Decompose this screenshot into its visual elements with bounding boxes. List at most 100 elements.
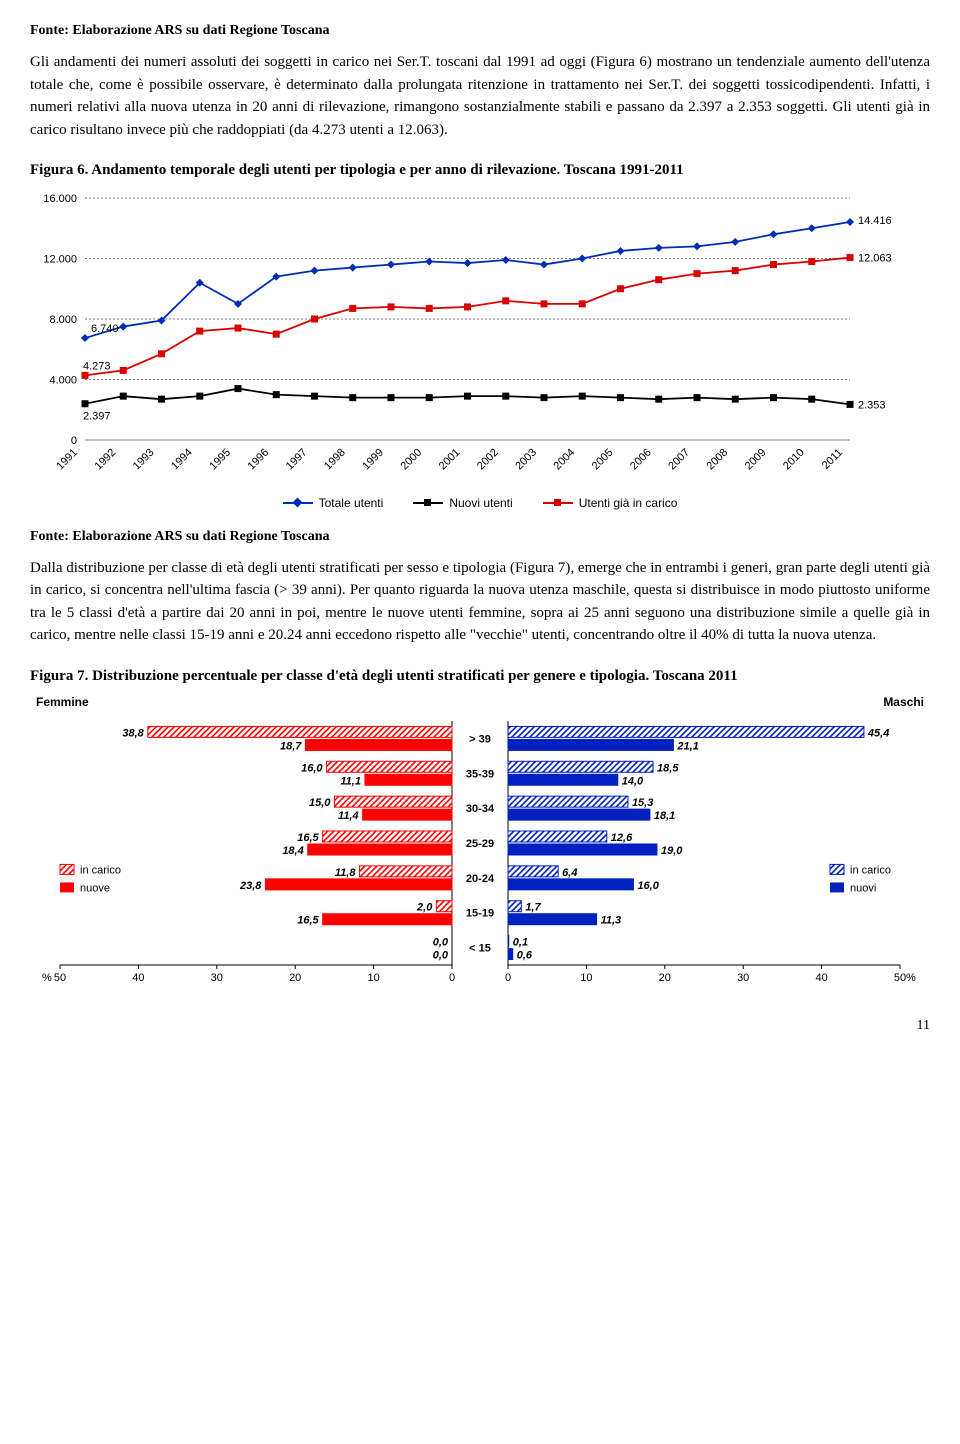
fig7-header-maschi: Maschi	[883, 693, 924, 711]
fig7-header-femmine: Femmine	[36, 693, 89, 711]
svg-text:16,0: 16,0	[301, 762, 323, 774]
svg-text:30: 30	[211, 972, 223, 984]
page-number: 11	[30, 1015, 930, 1036]
svg-text:16,5: 16,5	[297, 915, 319, 927]
svg-text:0: 0	[71, 435, 77, 447]
svg-text:%: %	[42, 972, 52, 984]
svg-text:11,3: 11,3	[601, 915, 622, 927]
svg-text:12.000: 12.000	[43, 253, 77, 265]
svg-text:20: 20	[659, 972, 671, 984]
svg-text:35-39: 35-39	[466, 768, 494, 780]
svg-text:1992: 1992	[93, 446, 119, 472]
svg-text:15-19: 15-19	[466, 908, 494, 920]
svg-text:21,1: 21,1	[676, 740, 698, 752]
svg-text:18,1: 18,1	[654, 810, 675, 822]
svg-text:2,0: 2,0	[416, 902, 433, 914]
svg-text:45,4: 45,4	[867, 727, 889, 739]
svg-text:50: 50	[54, 972, 66, 984]
figure-6-legend: Totale utenti Nuovi utenti Utenti già in…	[30, 494, 930, 512]
svg-text:16,0: 16,0	[637, 880, 659, 892]
svg-text:25-29: 25-29	[466, 838, 494, 850]
svg-text:2010: 2010	[781, 446, 807, 472]
svg-text:11,1: 11,1	[340, 775, 361, 787]
svg-text:40: 40	[815, 972, 827, 984]
svg-text:1999: 1999	[360, 446, 386, 472]
svg-text:20-24: 20-24	[466, 873, 495, 885]
svg-text:1991: 1991	[54, 446, 80, 472]
paragraph-1: Gli andamenti dei numeri assoluti dei so…	[30, 51, 930, 141]
svg-text:0,6: 0,6	[517, 950, 533, 962]
svg-text:30-34: 30-34	[466, 803, 495, 815]
legend-gia: Utenti già in carico	[579, 494, 678, 512]
svg-text:> 39: > 39	[469, 733, 491, 745]
svg-text:23,8: 23,8	[239, 880, 262, 892]
svg-text:4.273: 4.273	[83, 360, 111, 372]
svg-text:50: 50	[894, 972, 906, 984]
svg-text:10: 10	[580, 972, 592, 984]
svg-text:30: 30	[737, 972, 749, 984]
svg-text:8.000: 8.000	[49, 314, 77, 326]
svg-text:11,8: 11,8	[335, 867, 356, 879]
svg-text:2011: 2011	[820, 446, 845, 471]
svg-text:4.000: 4.000	[49, 374, 77, 386]
svg-text:12,6: 12,6	[611, 832, 633, 844]
svg-text:2001: 2001	[437, 446, 463, 472]
svg-text:0,0: 0,0	[433, 937, 449, 949]
svg-text:1996: 1996	[246, 446, 272, 472]
svg-text:20: 20	[289, 972, 301, 984]
svg-text:1995: 1995	[207, 446, 233, 472]
svg-text:2.353: 2.353	[858, 399, 886, 411]
svg-text:0: 0	[505, 972, 511, 984]
svg-text:1997: 1997	[284, 446, 310, 472]
figure-7-title: Figura 7. Distribuzione percentuale per …	[30, 665, 930, 688]
svg-text:38,8: 38,8	[122, 727, 144, 739]
svg-text:6.740: 6.740	[91, 323, 119, 335]
svg-text:18,7: 18,7	[280, 740, 302, 752]
svg-text:15,0: 15,0	[309, 797, 331, 809]
svg-text:18,5: 18,5	[657, 762, 679, 774]
paragraph-2: Dalla distribuzione per classe di età de…	[30, 557, 930, 647]
svg-text:14.416: 14.416	[858, 214, 892, 226]
legend-total: Totale utenti	[319, 494, 384, 512]
svg-text:%: %	[906, 972, 916, 984]
svg-text:1,7: 1,7	[525, 902, 541, 914]
source-line-2: Fonte: Elaborazione ARS su dati Regione …	[30, 526, 930, 547]
source-line-1: Fonte: Elaborazione ARS su dati Regione …	[30, 20, 930, 41]
svg-text:2007: 2007	[666, 446, 692, 472]
svg-text:2003: 2003	[513, 446, 539, 472]
svg-text:in carico: in carico	[850, 864, 891, 876]
svg-text:11,4: 11,4	[338, 810, 359, 822]
figure-7-chart: Femmine Maschi 0 0 10 10 20 20 30 30 40 40 50 50%% >…	[30, 693, 930, 995]
svg-text:6,4: 6,4	[562, 867, 577, 879]
svg-text:15,3: 15,3	[632, 797, 653, 809]
svg-text:2009: 2009	[743, 446, 769, 472]
figure-6-chart: 0 4.000 8.000 12.000 16.000 1991 1992 1993 1994 1…	[30, 188, 930, 512]
figure-6-title: Figura 6. Andamento temporale degli uten…	[30, 159, 930, 182]
svg-text:2004: 2004	[552, 446, 578, 472]
svg-text:2005: 2005	[590, 446, 616, 472]
svg-text:1998: 1998	[322, 446, 348, 472]
svg-text:2006: 2006	[628, 446, 654, 472]
svg-text:2.397: 2.397	[83, 410, 111, 422]
svg-text:16,5: 16,5	[297, 832, 319, 844]
svg-text:0,0: 0,0	[433, 950, 449, 962]
svg-text:19,0: 19,0	[661, 845, 683, 857]
svg-text:1993: 1993	[131, 446, 157, 472]
svg-text:2000: 2000	[399, 446, 425, 472]
svg-text:0: 0	[449, 972, 455, 984]
svg-text:2002: 2002	[475, 446, 501, 472]
svg-text:16.000: 16.000	[43, 193, 77, 205]
svg-text:in carico: in carico	[80, 864, 121, 876]
svg-text:< 15: < 15	[469, 943, 491, 955]
svg-text:12.063: 12.063	[858, 252, 892, 264]
svg-text:nuovi: nuovi	[850, 882, 876, 894]
legend-nuovi: Nuovi utenti	[449, 494, 512, 512]
svg-text:nuove: nuove	[80, 882, 110, 894]
svg-text:10: 10	[367, 972, 379, 984]
svg-text:40: 40	[132, 972, 144, 984]
svg-text:18,4: 18,4	[282, 845, 303, 857]
svg-text:14,0: 14,0	[622, 775, 644, 787]
svg-text:1994: 1994	[169, 446, 195, 472]
svg-text:0,1: 0,1	[513, 937, 528, 949]
svg-text:2008: 2008	[705, 446, 731, 472]
